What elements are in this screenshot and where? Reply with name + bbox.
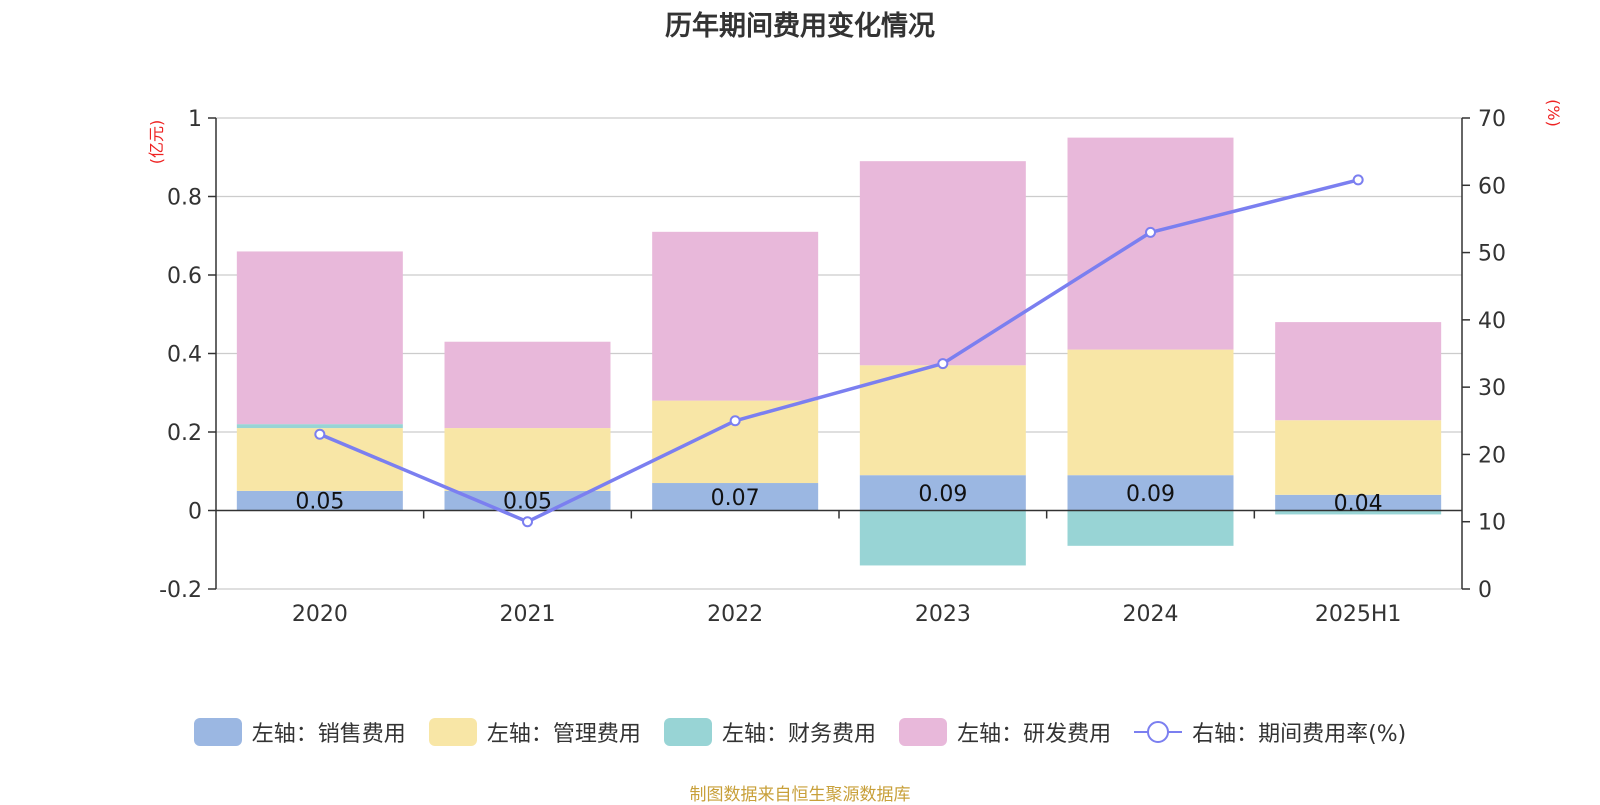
legend-item-finance[interactable]: 左轴：财务费用 <box>663 716 876 748</box>
bar-s3-2025H1 <box>1275 322 1442 421</box>
rate-point-2023 <box>937 358 949 370</box>
x-label-2021: 2021 <box>500 602 556 627</box>
bar-s1-2021 <box>444 428 611 491</box>
bar-s1-2025H1 <box>1275 420 1442 495</box>
x-label-2024: 2024 <box>1123 602 1179 627</box>
right-tick-label-0: 0 <box>1478 578 1492 603</box>
bar-s0-2020 <box>236 490 403 511</box>
bar-s1-2022 <box>652 400 819 484</box>
data-label-sales-2021: 0.05 <box>503 490 552 515</box>
bar-s2-2020 <box>236 424 403 429</box>
legend-label-sales: 左轴：销售费用 <box>251 722 406 747</box>
bar-s3-2022 <box>652 231 819 401</box>
left-tick-label-0: -0.2 <box>159 578 202 603</box>
data-label-sales-2020: 0.05 <box>295 490 344 515</box>
x-label-2020: 2020 <box>292 602 348 627</box>
legend-item-sales[interactable]: 左轴：销售费用 <box>193 716 406 748</box>
legend-item-admin[interactable]: 左轴：管理费用 <box>428 716 641 748</box>
right-axis-unit: (%) <box>1544 99 1563 127</box>
x-label-2022: 2022 <box>707 602 763 627</box>
right-tick-label-2: 20 <box>1478 443 1506 468</box>
legend-swatch-finance <box>663 718 712 746</box>
bar-s3-2024 <box>1067 137 1234 350</box>
legend-item-rate[interactable]: 右轴：期间费用率(%) <box>1134 716 1406 748</box>
rate-point-2025H1 <box>1352 174 1364 186</box>
source-note: 制图数据来自恒生聚源数据库 <box>689 785 911 805</box>
rate-line <box>319 178 1359 524</box>
right-tick-label-7: 70 <box>1478 107 1506 132</box>
bar-s2-2023 <box>859 510 1026 566</box>
chart-canvas: -0.200.20.40.60.81010203040506070(亿元)(%)… <box>147 99 1563 627</box>
left-tick-label-2: 0.2 <box>167 421 202 446</box>
bar-s0-2023 <box>859 475 1026 511</box>
rate-point-2020 <box>314 428 326 440</box>
legend-label-rd: 左轴：研发费用 <box>957 722 1112 747</box>
legend-swatch-admin <box>428 718 477 746</box>
rate-point-2021 <box>522 516 533 528</box>
left-tick-label-1: 0 <box>188 500 202 525</box>
legend-swatch-sales <box>193 718 242 746</box>
legend-label-finance: 左轴：财务费用 <box>721 722 876 747</box>
data-label-sales-2022: 0.07 <box>711 486 760 511</box>
x-label-2025H1: 2025H1 <box>1315 602 1402 627</box>
legend-line-icon <box>1134 721 1183 743</box>
legend: 左轴：销售费用 左轴：管理费用 左轴：财务费用 左轴：研发费用 右轴：期间费用率… <box>0 716 1600 748</box>
bar-s3-2023 <box>859 161 1026 366</box>
left-tick-label-3: 0.4 <box>167 343 202 368</box>
left-tick-label-6: 1 <box>188 107 202 132</box>
bar-s0-2024 <box>1067 475 1234 511</box>
legend-label-admin: 左轴：管理费用 <box>486 722 641 747</box>
legend-label-rate: 右轴：期间费用率(%) <box>1192 722 1407 747</box>
bar-s1-2023 <box>859 365 1026 476</box>
data-label-sales-2024: 0.09 <box>1126 482 1175 507</box>
left-axis-unit: (亿元) <box>147 120 166 165</box>
bar-s3-2021 <box>444 341 611 429</box>
right-tick-label-3: 30 <box>1478 376 1506 401</box>
chart-title: 历年期间费用变化情况 <box>665 11 935 42</box>
rate-point-2024 <box>1145 226 1156 238</box>
right-tick-label-6: 60 <box>1478 174 1506 199</box>
data-label-sales-2023: 0.09 <box>918 482 967 507</box>
bar-s2-2024 <box>1067 510 1234 546</box>
left-tick-label-5: 0.8 <box>167 186 202 211</box>
bar-s3-2020 <box>236 251 403 425</box>
data-label-sales-2025H1: 0.04 <box>1334 492 1383 517</box>
x-label-2023: 2023 <box>915 602 971 627</box>
bar-s0-2025H1 <box>1275 494 1442 511</box>
legend-item-rd[interactable]: 左轴：研发费用 <box>899 716 1111 748</box>
right-tick-label-5: 50 <box>1478 242 1506 267</box>
bar-s1-2024 <box>1067 349 1234 476</box>
legend-swatch-rd <box>899 718 948 746</box>
left-tick-label-4: 0.6 <box>167 264 202 289</box>
bar-s0-2022 <box>652 483 819 511</box>
right-tick-label-1: 10 <box>1478 511 1506 536</box>
right-tick-label-4: 40 <box>1478 309 1506 334</box>
rate-point-2022 <box>729 415 741 427</box>
bar-s2-2025H1 <box>1275 510 1442 515</box>
